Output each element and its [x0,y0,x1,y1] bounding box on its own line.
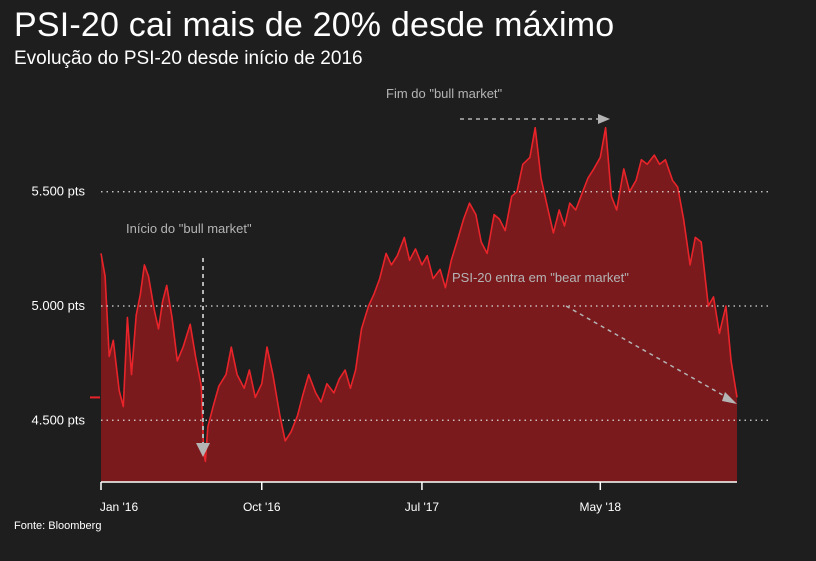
y-tick-label: 5.500 pts [32,184,86,199]
chart-title: PSI-20 cai mais de 20% desde máximo [14,6,615,44]
x-tick-label: Jan '16 [100,500,139,514]
index-area-fill [101,127,737,482]
bull-end-arrowhead-icon [598,114,610,124]
x-tick-label: Oct '16 [243,500,281,514]
bear-arrowhead-icon [722,392,737,404]
x-tick-label: Jul '17 [405,500,440,514]
annotation-bull-end: Fim do "bull market" [386,86,503,101]
index-line [100,126,738,463]
y-tick-label: 5.000 pts [32,298,86,313]
annotation-bull-start: Início do "bull market" [126,221,252,236]
chart-subtitle: Evolução do PSI-20 desde início de 2016 [14,48,363,69]
bull-start-arrowhead-icon [196,443,210,457]
bear-arrow-line [565,305,729,399]
source-note: Fonte: Bloomberg [14,520,102,532]
x-tick-label: May '18 [579,500,621,514]
y-tick-label: 4.500 pts [32,412,86,427]
annotation-bear-market: PSI-20 entra em "bear market" [452,270,629,285]
